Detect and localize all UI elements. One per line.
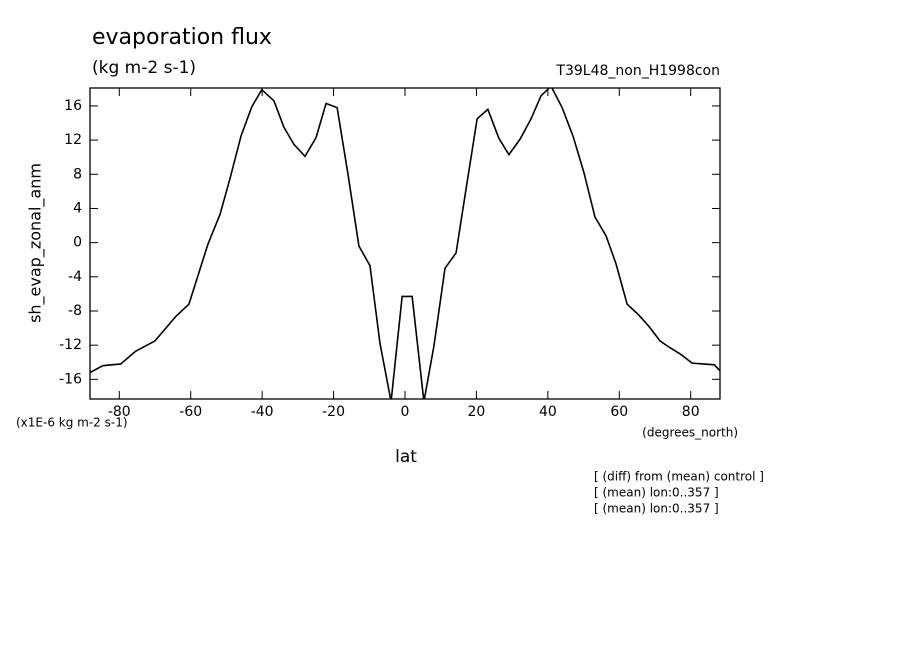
y-unit: (x1E-6 kg m-2 s-1): [16, 416, 128, 430]
data-line: [90, 88, 720, 399]
x-tick-label: -20: [322, 404, 345, 420]
x-tick-label: 20: [468, 404, 486, 420]
x-axis-title: lat: [395, 447, 417, 467]
x-tick-label: 60: [610, 404, 628, 420]
note: [ (diff) from (mean) control ]: [594, 470, 764, 484]
plot-area: [90, 88, 720, 399]
y-tick-label: -16: [59, 371, 82, 387]
y-tick-label: 12: [64, 132, 82, 148]
x-tick-label: 80: [682, 404, 700, 420]
x-tick-label: -80: [108, 404, 131, 420]
y-tick-label: 8: [73, 166, 82, 182]
note: [ (mean) lon:0..357 ]: [594, 486, 719, 500]
x-tick-label: 0: [401, 404, 410, 420]
x-unit: (degrees_north): [642, 426, 738, 440]
y-tick-label: -12: [59, 337, 82, 353]
x-tick-label: 40: [539, 404, 557, 420]
note: [ (mean) lon:0..357 ]: [594, 502, 719, 516]
y-tick-label: -8: [68, 303, 82, 319]
y-tick-label: 0: [73, 235, 82, 251]
y-axis-title: sh_evap_zonal_anm: [26, 163, 46, 323]
run-label: T39L48_non_H1998con: [555, 63, 720, 79]
chart-title: evaporation flux: [92, 25, 272, 50]
chart-subtitle: (kg m-2 s-1): [92, 58, 196, 78]
y-tick-label: 16: [64, 98, 82, 114]
x-tick-label: -40: [251, 404, 274, 420]
y-tick-label: -4: [68, 269, 82, 285]
x-tick-label: -60: [179, 404, 202, 420]
y-tick-label: 4: [73, 200, 82, 216]
